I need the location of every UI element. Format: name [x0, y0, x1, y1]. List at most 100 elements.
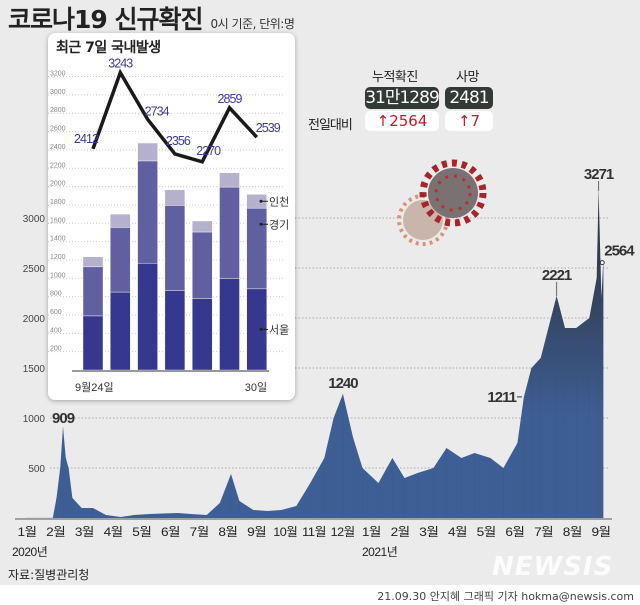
x-month-label: 7월 [534, 525, 553, 539]
bar-segment-incheon [191, 220, 213, 233]
x-month-label: 2월 [391, 525, 410, 539]
page-title: 코로나19 신규확진 [8, 5, 203, 34]
newsis-watermark: NEWSIS [492, 552, 614, 582]
x-month-label: 6월 [161, 525, 180, 539]
bar-segment-incheon [164, 189, 186, 206]
x-month-label: 11월 [302, 525, 326, 539]
x-month-label: 4월 [448, 525, 467, 539]
bar-segment-gyeonggi [82, 266, 104, 317]
bar-segment-seoul [82, 315, 104, 371]
line-value-label: 2539 [256, 120, 281, 135]
inset-y-tick: 3200 [50, 71, 66, 78]
page-subtitle: 0시 기준, 단위:명 [210, 17, 295, 31]
inset-y-tick: 2800 [50, 107, 66, 114]
line-value-label: 2412 [74, 131, 99, 146]
bar-segment-incheon [110, 213, 131, 228]
bar-segment-seoul [164, 290, 186, 371]
y-tick-label: 1500 [23, 364, 46, 375]
cumulative-value: 31만1289 [365, 87, 439, 109]
bar-segment-seoul [191, 298, 213, 371]
deaths-label: 사망 [456, 70, 479, 85]
line-value-label: 2859 [218, 91, 243, 106]
inset-y-tick: 2000 [50, 181, 66, 188]
inset-x-label: 9월24일 [75, 380, 114, 394]
x-month-label: 1월 [362, 525, 381, 539]
peak-label: 2564 [604, 243, 635, 260]
y-tick-label: 2500 [23, 264, 46, 275]
peak-label: 2221 [542, 267, 572, 284]
inset-panel: 200 400 600 800 1000 1200 1400 1600 1800 2000 2200… [48, 33, 295, 400]
inset-y-tick: 1400 [50, 236, 66, 243]
x-month-label: 9월 [592, 525, 611, 539]
inset-y-tick: 2200 [50, 162, 66, 169]
credit-text: 21.09.30 안지혜 그래픽 기자 hokma@newsis.com [377, 590, 634, 603]
x-month-label: 2월 [46, 525, 65, 539]
y-tick-label: 2000 [23, 314, 46, 325]
x-month-label: 4월 [104, 525, 123, 539]
bar-segment-incheon [82, 256, 104, 268]
bar-segment-gyeonggi [219, 186, 240, 279]
legend-label-seoul: 서울 [269, 323, 289, 336]
x-month-label: 3월 [419, 525, 438, 539]
inset-y-tick: 200 [50, 346, 62, 353]
inset-x-label: 30일 [245, 380, 267, 394]
peak-label: 1211 [487, 389, 516, 406]
x-month-label: 7월 [190, 525, 209, 539]
bar-segment-gyeonggi [110, 227, 131, 293]
x-month-label: 1월 [18, 525, 37, 539]
total-line [91, 68, 259, 164]
bar-segment-incheon [137, 142, 158, 162]
inset-y-tick: 1800 [50, 199, 66, 206]
bar-segment-gyeonggi [137, 160, 158, 264]
y-tick-label: 500 [28, 464, 45, 475]
inset-y-tick: 3000 [50, 89, 66, 96]
line-value-label: 2356 [166, 133, 191, 148]
legend-label-incheon: 인천 [269, 194, 289, 208]
cumulative-label: 누적확진 [372, 70, 418, 85]
x-month-label: 6월 [505, 525, 524, 539]
year-label: 2021년 [362, 545, 397, 559]
bar-segment-gyeonggi [246, 207, 268, 290]
x-month-label: 8월 [218, 525, 237, 539]
inset-title: 최근 7일 국내발생 [56, 40, 161, 56]
x-month-label: 12월 [331, 525, 355, 539]
line-value-label: 2270 [196, 143, 221, 158]
annotation-marker [599, 260, 605, 266]
peak-label: 1240 [328, 375, 358, 392]
deaths-diff: ↑7 [445, 111, 493, 131]
peak-label: 909 [52, 410, 75, 427]
inset-y-tick: 400 [50, 327, 62, 334]
cumulative-diff: ↑2564 [365, 111, 439, 131]
inset-y-tick: 1200 [50, 254, 66, 261]
line-value-label: 2734 [145, 103, 170, 118]
year-label: 2020년 [12, 545, 47, 559]
source-text: 자료:질병관리청 [8, 568, 90, 582]
y-tick-label: 3000 [23, 214, 46, 225]
title-row: 코로나19 신규확진 0시 기준, 단위:명 [8, 0, 295, 36]
diff-label: 전일대비 [308, 118, 353, 133]
x-month-label: 5월 [132, 525, 151, 539]
virus-icon-front [419, 159, 487, 227]
inset-y-tick: 800 [50, 291, 62, 298]
inset-y-tick: 1000 [50, 272, 66, 279]
inset-y-tick: 2600 [50, 126, 66, 133]
bar-segment-seoul [219, 278, 240, 371]
x-month-label: 3월 [75, 525, 94, 539]
bar-segment-incheon [219, 172, 240, 188]
inset-y-tick: 600 [50, 309, 62, 316]
bar-segment-seoul [137, 262, 158, 371]
virus-illustration [397, 159, 487, 246]
daily-cases-area [25, 190, 604, 518]
x-month-label: 9월 [247, 525, 266, 539]
x-month-label: 10월 [273, 525, 297, 539]
footer-strip [0, 585, 640, 605]
line-value-label: 3243 [108, 56, 133, 71]
legend-label-gyeonggi: 경기 [269, 218, 289, 231]
y-tick-label: 1000 [23, 414, 46, 425]
x-month-label: 5월 [477, 525, 496, 539]
x-month-label: 8월 [563, 525, 582, 539]
inset-y-tick: 1600 [50, 217, 66, 224]
bar-segment-gyeonggi [191, 231, 213, 299]
inset-chart: 200 400 600 800 1000 1200 1400 1600 1800 2000 2200… [48, 56, 289, 394]
